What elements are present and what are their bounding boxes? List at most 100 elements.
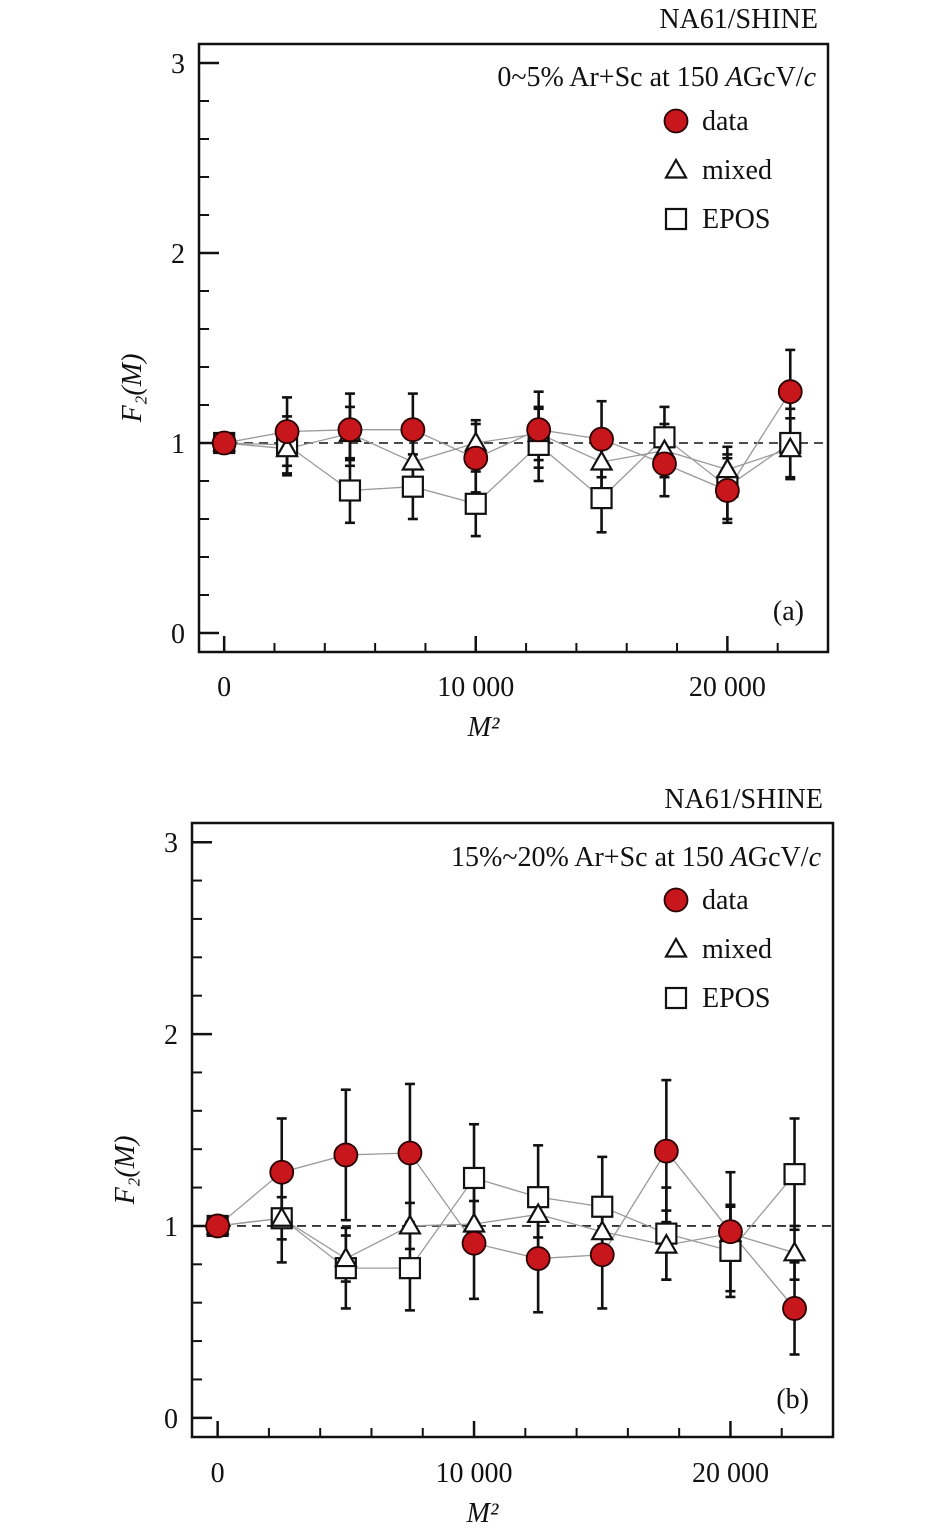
point-data — [205, 1213, 231, 1239]
y-tick-label: 3 — [164, 828, 178, 859]
point-EPOS — [401, 475, 424, 498]
point-data — [525, 1246, 551, 1271]
x-tick-label: 10 000 — [436, 1458, 513, 1489]
point-EPOS — [591, 1195, 614, 1218]
experiment-label: NA61/SHINE — [659, 4, 818, 35]
point-data — [718, 1219, 743, 1245]
y-tick-label: 2 — [171, 239, 185, 270]
x-tick-label: 0 — [217, 672, 231, 703]
point-mixed — [400, 449, 425, 471]
legend-marker-EPOS — [664, 207, 688, 231]
point-data — [337, 417, 363, 443]
point-data — [400, 417, 426, 443]
panel-label: (b) — [776, 1384, 809, 1415]
point-data — [461, 1230, 487, 1256]
series-group — [211, 348, 803, 538]
point-data — [333, 1142, 359, 1168]
point-data — [397, 1140, 423, 1166]
series-connector-EPOS — [224, 436, 791, 505]
point-mixed — [778, 436, 803, 458]
series-connector-data — [224, 391, 791, 492]
y-tick-label: 2 — [164, 1020, 178, 1051]
point-mixed — [269, 1206, 294, 1227]
series-group — [205, 1078, 807, 1356]
legend-label: mixed — [702, 155, 772, 186]
series-connector-data — [217, 1149, 796, 1309]
x-axis-title: M² — [466, 1498, 499, 1529]
legend-label: data — [702, 885, 749, 916]
plot-frame — [197, 42, 830, 654]
y-axis-title: F₂(M) — [117, 354, 148, 424]
annotation-part: A — [724, 62, 744, 93]
annotation-part: A — [729, 842, 749, 873]
y-tick-label: 0 — [164, 1404, 178, 1435]
point-data — [274, 419, 300, 445]
annotation-text: 15%~20% Ar+Sc at 150 AGcV/c — [451, 842, 822, 873]
annotation-text: 0~5% Ar+Sc at 150 AGcV/c — [497, 62, 816, 93]
y-axis-title: F₂(M) — [110, 1136, 141, 1206]
annotation-part: GcV/ — [748, 842, 809, 873]
point-data — [653, 1138, 679, 1164]
panel-a: NA61/SHINE 0 1 2 3 0 10 000 20 000 M² F₂(M) 0~5% A… — [117, 4, 830, 743]
point-EPOS — [398, 1257, 422, 1280]
x-axis-title: M² — [467, 712, 500, 743]
x-tick-label: 20 000 — [692, 1458, 769, 1489]
point-data — [714, 478, 740, 503]
point-mixed — [590, 1219, 615, 1241]
legend-marker-data — [663, 108, 689, 134]
series-connector-mixed — [224, 432, 791, 471]
point-mixed — [715, 457, 740, 479]
legend-marker-mixed — [664, 936, 688, 958]
x-tick-label: 0 — [211, 1458, 225, 1489]
legend: data mixed EPOS — [663, 106, 772, 235]
panel-b: NA61/SHINE 0 1 2 3 0 10 000 20 000 M² F₂(M) 15%~20… — [110, 784, 835, 1529]
point-EPOS — [464, 492, 487, 515]
point-mixed — [782, 1240, 807, 1262]
legend-label: data — [702, 106, 749, 137]
axis-ticks — [199, 61, 779, 652]
point-data — [589, 426, 614, 452]
experiment-label: NA61/SHINE — [664, 784, 823, 815]
legend-label: mixed — [702, 934, 772, 965]
legend-marker-mixed — [664, 157, 688, 179]
point-data — [589, 1242, 615, 1268]
point-data — [526, 417, 552, 443]
panel-label: (a) — [773, 596, 804, 627]
point-mixed — [654, 1232, 679, 1254]
point-data — [463, 445, 489, 471]
point-EPOS — [590, 487, 613, 510]
legend-label: EPOS — [702, 983, 770, 1014]
legend: data mixed EPOS — [663, 885, 772, 1014]
point-mixed — [526, 1202, 551, 1224]
annotation-part: GcV/ — [743, 62, 804, 93]
x-tick-label: 10 000 — [437, 672, 514, 703]
annotation-part: c — [804, 62, 817, 93]
plot-frame — [190, 821, 835, 1439]
annotation-part: 15%~20% Ar+Sc at 150 — [451, 842, 731, 873]
y-tick-label: 1 — [164, 1212, 178, 1243]
point-EPOS — [462, 1166, 486, 1190]
point-mixed — [275, 436, 299, 458]
annotation-part: 0~5% Ar+Sc at 150 — [497, 62, 725, 93]
point-data — [211, 430, 237, 456]
point-data — [652, 451, 677, 477]
point-data — [269, 1159, 295, 1185]
axis-ticks — [192, 840, 783, 1437]
annotation-part: c — [809, 842, 822, 873]
series-connector-EPOS — [217, 1173, 796, 1269]
point-EPOS — [783, 1163, 806, 1186]
x-tick-label: 20 000 — [689, 672, 766, 703]
point-data — [782, 1296, 807, 1321]
legend-label: EPOS — [702, 204, 770, 235]
point-EPOS — [338, 479, 362, 502]
legend-marker-data — [663, 887, 689, 913]
legend-marker-EPOS — [664, 986, 688, 1010]
point-data — [777, 379, 803, 405]
y-tick-label: 0 — [171, 619, 185, 650]
y-tick-label: 3 — [171, 49, 185, 80]
point-mixed — [398, 1213, 422, 1235]
y-tick-label: 1 — [171, 429, 185, 460]
point-mixed — [333, 1246, 358, 1268]
point-mixed — [589, 449, 614, 471]
